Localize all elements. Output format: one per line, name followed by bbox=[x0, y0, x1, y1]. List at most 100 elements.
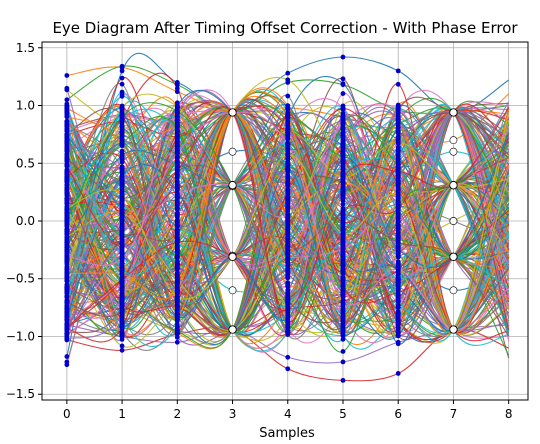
sample-marker bbox=[340, 81, 346, 87]
sample-marker bbox=[340, 54, 346, 60]
sample-marker bbox=[174, 230, 180, 236]
sample-marker bbox=[395, 218, 401, 224]
sample-marker bbox=[285, 181, 291, 187]
sample-marker bbox=[119, 277, 125, 283]
sample-marker bbox=[119, 285, 125, 291]
sample-marker bbox=[340, 246, 346, 252]
eye-trace bbox=[66, 104, 510, 317]
sample-marker bbox=[119, 129, 125, 135]
sample-marker bbox=[174, 331, 180, 337]
sample-marker bbox=[174, 270, 180, 276]
sample-marker bbox=[119, 141, 125, 147]
sample-marker bbox=[395, 333, 401, 339]
sample-marker bbox=[340, 284, 346, 290]
sample-marker bbox=[340, 275, 346, 281]
sample-marker bbox=[285, 152, 291, 158]
sample-marker bbox=[395, 68, 401, 74]
sample-marker bbox=[340, 207, 346, 213]
sample-marker bbox=[285, 324, 291, 330]
sample-marker bbox=[64, 253, 70, 259]
sample-marker bbox=[340, 219, 346, 225]
eye-trace bbox=[66, 111, 510, 332]
sample-marker bbox=[395, 261, 401, 267]
sample-marker bbox=[340, 156, 346, 162]
sample-marker bbox=[174, 218, 180, 224]
sample-marker bbox=[64, 200, 70, 206]
sample-marker bbox=[395, 272, 401, 278]
sample-marker bbox=[340, 133, 346, 138]
sample-marker bbox=[340, 336, 346, 342]
sample-marker bbox=[64, 167, 70, 173]
sample-marker bbox=[395, 286, 401, 292]
sample-marker bbox=[119, 256, 125, 261]
sample-marker bbox=[395, 326, 401, 332]
sample-marker bbox=[64, 241, 70, 247]
sample-marker bbox=[174, 335, 180, 340]
y-tick-label: −0.5 bbox=[6, 272, 35, 286]
sample-marker bbox=[340, 76, 346, 82]
sample-marker bbox=[119, 152, 125, 158]
sample-marker bbox=[119, 209, 125, 214]
eye-trace bbox=[66, 111, 510, 335]
sample-marker bbox=[285, 302, 291, 308]
sample-marker bbox=[119, 236, 125, 242]
sample-marker bbox=[395, 253, 401, 259]
sample-marker bbox=[285, 252, 291, 258]
sample-marker bbox=[119, 329, 125, 335]
sample-marker bbox=[64, 244, 70, 250]
sample-marker bbox=[395, 135, 401, 141]
sample-marker bbox=[64, 326, 70, 332]
sample-marker bbox=[395, 203, 401, 208]
sample-marker bbox=[174, 204, 180, 210]
sample-marker bbox=[340, 318, 346, 324]
sample-marker bbox=[395, 121, 401, 127]
sample-marker bbox=[285, 77, 291, 83]
sample-marker bbox=[174, 134, 180, 140]
sample-marker bbox=[119, 89, 125, 95]
sample-marker bbox=[174, 239, 180, 245]
sample-marker bbox=[340, 118, 346, 123]
sample-marker bbox=[340, 313, 346, 319]
eye-trace bbox=[66, 76, 510, 291]
sample-marker bbox=[119, 249, 125, 255]
sample-marker bbox=[395, 275, 401, 281]
sample-marker bbox=[340, 332, 346, 338]
symbol-marker bbox=[449, 147, 458, 156]
x-tick-label: 7 bbox=[450, 407, 458, 421]
sample-marker bbox=[285, 128, 291, 134]
sample-marker bbox=[119, 224, 125, 230]
sample-marker bbox=[395, 310, 401, 316]
sample-marker bbox=[64, 258, 70, 264]
sample-marker bbox=[119, 347, 125, 353]
sample-marker bbox=[174, 191, 180, 197]
symbol-marker bbox=[228, 147, 237, 156]
sample-marker bbox=[119, 203, 125, 209]
eye-trace bbox=[66, 111, 510, 319]
sample-marker bbox=[285, 293, 291, 299]
sample-marker bbox=[395, 154, 401, 159]
sample-marker bbox=[285, 70, 291, 76]
sample-marker bbox=[340, 261, 346, 267]
sample-marker bbox=[119, 124, 125, 129]
sample-marker bbox=[174, 285, 180, 290]
sample-marker bbox=[119, 133, 125, 139]
sample-marker bbox=[174, 254, 180, 260]
sample-marker bbox=[340, 230, 346, 236]
x-tick-label: 8 bbox=[505, 407, 513, 421]
eye-trace bbox=[66, 119, 510, 344]
sample-marker bbox=[340, 106, 346, 112]
sample-marker bbox=[340, 212, 346, 218]
sample-marker bbox=[395, 234, 401, 239]
sample-marker bbox=[395, 115, 401, 121]
sample-marker bbox=[340, 188, 346, 194]
sample-marker bbox=[64, 97, 70, 103]
sample-marker bbox=[119, 137, 125, 143]
sample-marker bbox=[64, 230, 70, 236]
sample-marker bbox=[174, 304, 180, 310]
sample-marker bbox=[119, 309, 125, 315]
symbol-marker bbox=[228, 108, 237, 117]
sample-marker bbox=[119, 105, 125, 110]
sample-marker bbox=[64, 314, 70, 319]
sample-marker bbox=[119, 177, 125, 183]
